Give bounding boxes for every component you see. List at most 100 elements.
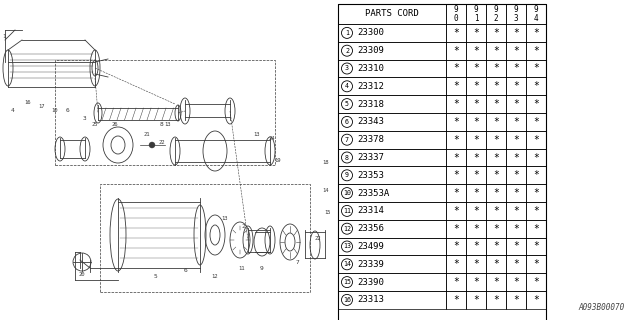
Bar — [338, 237, 446, 255]
Bar — [526, 4, 546, 24]
Bar — [486, 42, 506, 60]
Text: 9
0: 9 0 — [454, 5, 458, 23]
Text: *: * — [513, 46, 519, 56]
Text: *: * — [473, 188, 479, 198]
Text: 23353A: 23353A — [357, 188, 389, 197]
Bar — [446, 202, 466, 220]
Bar — [506, 60, 526, 77]
Text: *: * — [493, 153, 499, 163]
Text: 4: 4 — [11, 108, 15, 113]
Bar — [466, 148, 486, 166]
Text: 15: 15 — [324, 210, 332, 214]
Bar — [338, 131, 446, 148]
Bar — [338, 77, 446, 95]
Bar — [506, 95, 526, 113]
Text: 7: 7 — [345, 137, 349, 143]
Text: *: * — [533, 153, 539, 163]
Text: 9
3: 9 3 — [514, 5, 518, 23]
Text: *: * — [473, 135, 479, 145]
Bar — [446, 166, 466, 184]
Bar — [446, 291, 466, 309]
Text: 23310: 23310 — [357, 64, 384, 73]
Text: *: * — [493, 224, 499, 234]
Bar — [338, 60, 446, 77]
Text: *: * — [533, 63, 539, 74]
Text: 12: 12 — [212, 275, 218, 279]
Bar — [338, 273, 446, 291]
Text: *: * — [493, 117, 499, 127]
Bar — [526, 131, 546, 148]
Bar — [486, 220, 506, 237]
Text: 13: 13 — [343, 244, 351, 250]
Bar — [506, 237, 526, 255]
Text: *: * — [453, 224, 459, 234]
Bar — [486, 131, 506, 148]
Bar — [466, 24, 486, 42]
Text: *: * — [493, 242, 499, 252]
Bar — [506, 131, 526, 148]
Text: *: * — [453, 188, 459, 198]
Text: *: * — [513, 117, 519, 127]
Bar — [526, 24, 546, 42]
Bar — [486, 291, 506, 309]
Text: 23378: 23378 — [357, 135, 384, 144]
Text: *: * — [513, 188, 519, 198]
Bar — [526, 95, 546, 113]
Text: *: * — [453, 46, 459, 56]
Bar — [506, 113, 526, 131]
Text: *: * — [513, 153, 519, 163]
Text: *: * — [493, 295, 499, 305]
Text: *: * — [493, 99, 499, 109]
Bar — [446, 77, 466, 95]
Text: *: * — [473, 117, 479, 127]
Text: 6: 6 — [183, 268, 187, 273]
Bar — [466, 60, 486, 77]
Text: *: * — [493, 28, 499, 38]
Text: 23309: 23309 — [357, 46, 384, 55]
Bar — [486, 113, 506, 131]
Text: *: * — [473, 206, 479, 216]
Bar — [506, 291, 526, 309]
Text: *: * — [453, 153, 459, 163]
Text: 9
1: 9 1 — [474, 5, 478, 23]
Text: 23318: 23318 — [357, 100, 384, 108]
Bar — [466, 4, 486, 24]
Bar — [526, 42, 546, 60]
Text: *: * — [533, 46, 539, 56]
Text: *: * — [513, 28, 519, 38]
Text: *: * — [493, 188, 499, 198]
Bar — [486, 4, 506, 24]
Bar — [486, 148, 506, 166]
Text: *: * — [513, 81, 519, 91]
Bar — [526, 77, 546, 95]
Text: 15: 15 — [343, 279, 351, 285]
Text: 10: 10 — [52, 108, 58, 113]
Text: *: * — [473, 242, 479, 252]
Bar — [466, 95, 486, 113]
Text: 23356: 23356 — [357, 224, 384, 233]
Bar — [486, 273, 506, 291]
Text: *: * — [533, 188, 539, 198]
Text: 1: 1 — [2, 34, 6, 38]
Bar — [466, 42, 486, 60]
Bar — [506, 77, 526, 95]
Bar — [338, 113, 446, 131]
Text: *: * — [453, 117, 459, 127]
Bar — [338, 148, 446, 166]
Bar — [526, 220, 546, 237]
Text: 6: 6 — [345, 119, 349, 125]
Bar — [506, 148, 526, 166]
Text: *: * — [533, 81, 539, 91]
Bar — [338, 4, 446, 24]
Text: *: * — [513, 259, 519, 269]
Bar — [466, 237, 486, 255]
Bar — [446, 273, 466, 291]
Bar — [338, 291, 446, 309]
Text: *: * — [453, 81, 459, 91]
Text: 9: 9 — [260, 266, 264, 270]
Text: 9
4: 9 4 — [534, 5, 538, 23]
Bar — [338, 4, 546, 320]
Text: *: * — [513, 277, 519, 287]
Bar — [526, 237, 546, 255]
Bar — [100, 184, 310, 292]
